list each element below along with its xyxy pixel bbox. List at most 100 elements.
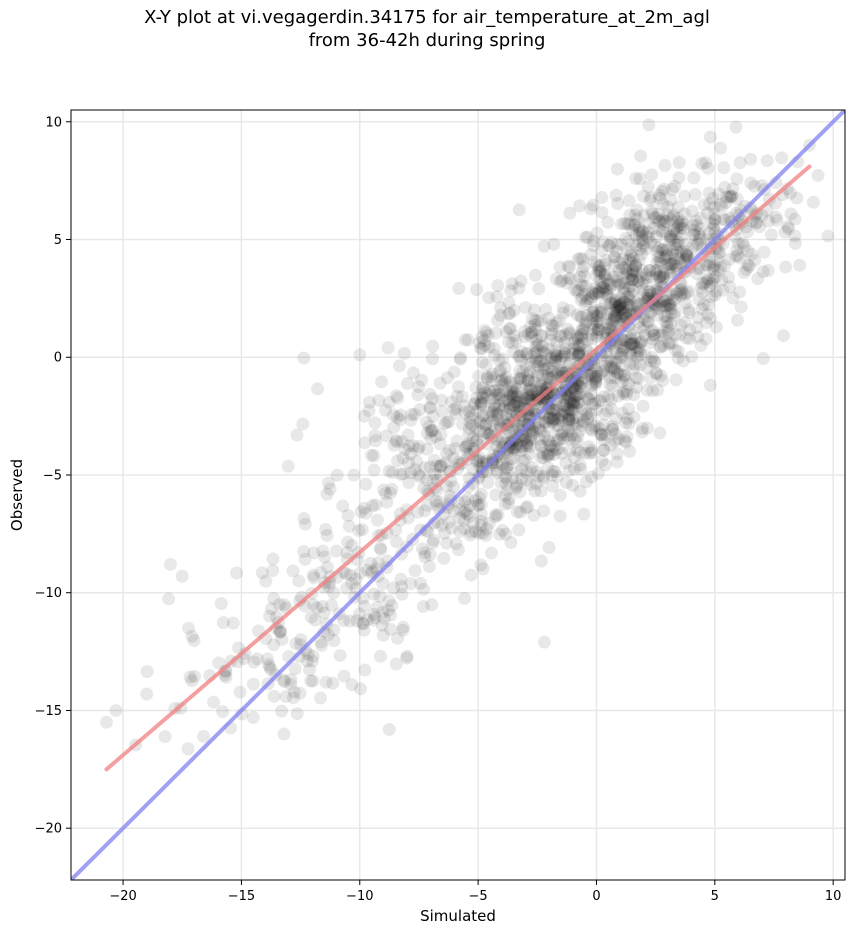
data-point [429,494,443,508]
data-point [377,611,391,625]
data-point [644,354,658,368]
data-point [682,306,696,320]
data-point [695,157,709,171]
data-point [541,412,555,426]
data-point [657,217,671,231]
data-point [458,333,472,347]
data-point [651,383,665,397]
data-point [655,243,669,257]
data-point [286,564,300,578]
data-point [590,316,604,330]
data-point [450,389,464,403]
data-point [583,446,597,460]
data-point [573,199,587,213]
data-point [264,662,278,676]
data-point [400,651,414,665]
data-point [619,340,633,354]
data-point [475,355,489,369]
data-point [756,352,770,366]
data-point [513,440,527,454]
data-point [575,402,589,416]
data-point [463,499,477,513]
data-point [463,416,477,430]
data-point [337,614,351,628]
data-point [555,446,569,460]
data-point [499,325,513,339]
data-point [416,582,430,596]
data-point [595,348,609,362]
data-point [647,354,661,368]
data-point [654,275,668,289]
data-point [609,355,623,369]
data-point [538,429,552,443]
data-point [557,349,571,363]
data-point [626,267,640,281]
data-point [479,358,493,372]
data-point [621,298,635,312]
data-point [528,318,542,332]
data-point [369,498,383,512]
data-point [572,346,586,360]
data-point [528,268,542,282]
data-point [337,669,351,683]
data-point [664,317,678,331]
data-point [316,544,330,558]
data-point [600,287,614,301]
data-point [311,382,325,396]
data-point [461,439,475,453]
data-point [512,281,526,295]
data-point [515,439,529,453]
data-point [493,383,507,397]
data-point [588,303,602,317]
data-point [737,239,751,253]
data-point [412,439,426,453]
data-point [453,511,467,525]
data-point [632,220,646,234]
data-point [708,288,722,302]
data-point [662,261,676,275]
data-point [652,214,666,228]
data-point [598,268,612,282]
data-point [591,323,605,337]
data-point [475,330,489,344]
data-point [574,380,588,394]
data-point [667,308,681,322]
data-point [563,444,577,458]
data-point [662,324,676,338]
data-point [472,336,486,350]
data-point [657,294,671,308]
data-point [613,276,627,290]
data-point [553,432,567,446]
data-point [423,401,437,415]
data-point [664,265,678,279]
data-point [585,423,599,437]
data-point [336,499,350,513]
data-point [618,276,632,290]
data-point [475,381,489,395]
data-point [499,527,513,541]
data-point [507,304,521,318]
data-point [467,397,481,411]
data-point [447,365,461,379]
data-point [624,344,638,358]
data-point [624,248,638,262]
data-point [297,545,311,559]
data-point [708,270,722,284]
data-point [439,455,453,469]
data-point [570,395,584,409]
data-point [207,695,221,709]
data-point [486,418,500,432]
data-point [406,366,420,380]
data-point [626,264,640,278]
data-point [482,291,496,305]
data-point [569,383,583,397]
data-point [478,386,492,400]
data-point [708,213,722,227]
data-point [493,364,507,378]
data-point [433,495,447,509]
data-point [676,354,690,368]
data-point [670,221,684,235]
data-point [557,398,571,412]
data-point [367,613,381,627]
data-point [549,354,563,368]
